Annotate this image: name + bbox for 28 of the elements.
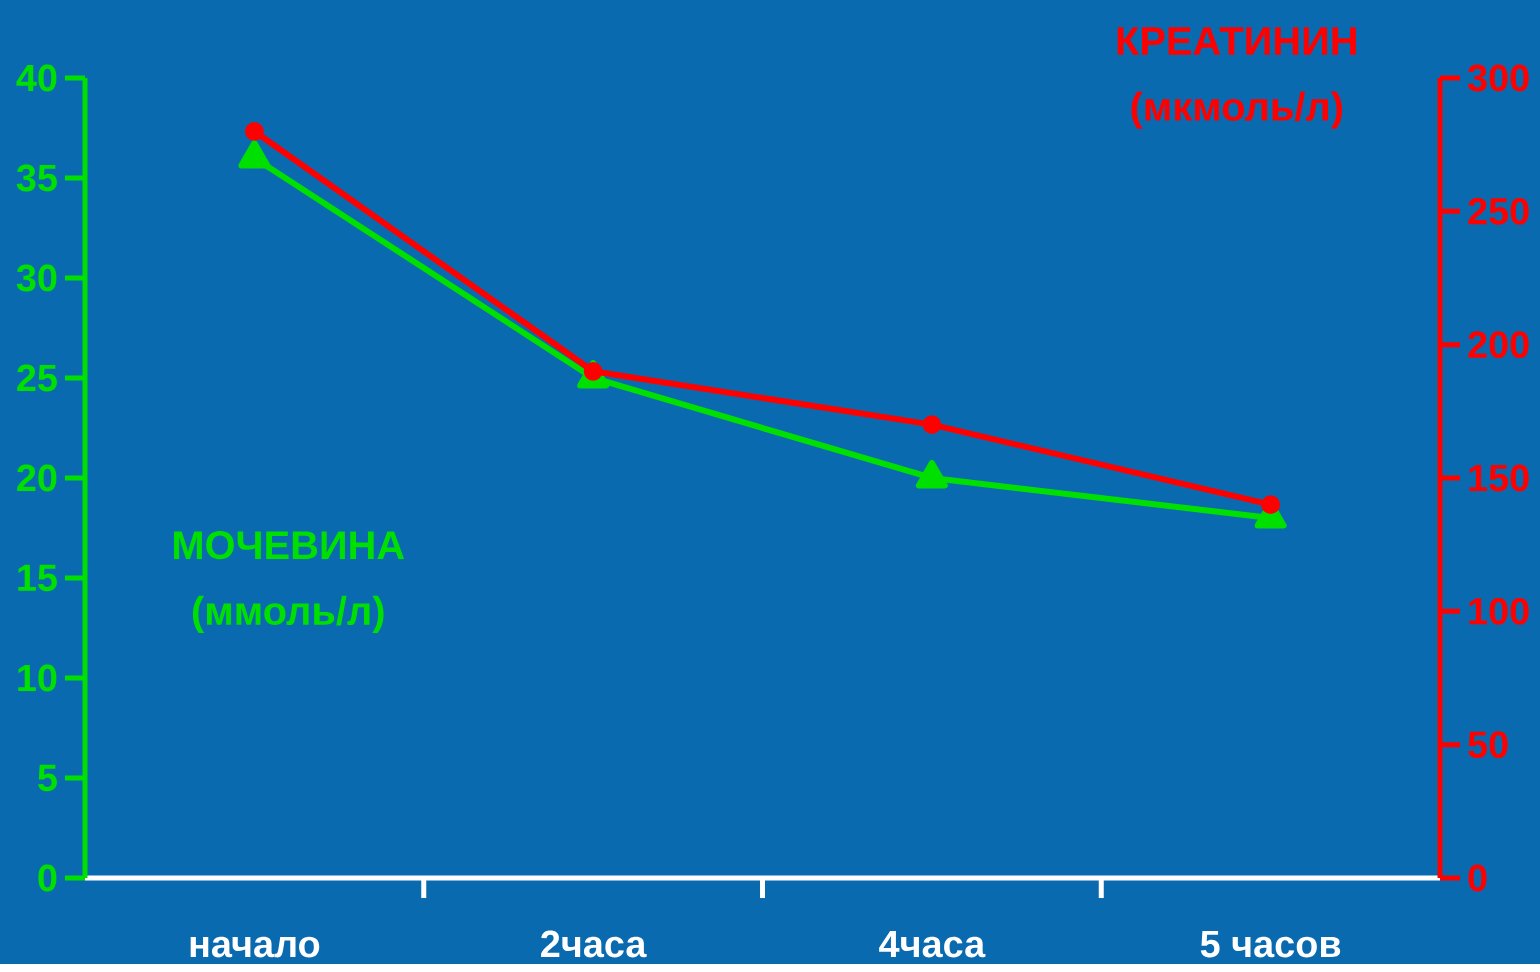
y2-tick-label: 300 xyxy=(1467,64,1529,92)
y-tick-label: 40 xyxy=(16,64,57,92)
y2-tick-label: 200 xyxy=(1468,331,1529,359)
y-tick-label: 0 xyxy=(38,864,57,892)
y-tick-label: 20 xyxy=(17,464,57,492)
x-tick-label: 2часа xyxy=(541,930,647,958)
y-tick-label: 35 xyxy=(16,164,57,192)
y2-tick-label: 150 xyxy=(1469,464,1529,492)
y-tick-label: 5 xyxy=(38,764,57,792)
x-tick-label: начало xyxy=(190,936,320,958)
y-tick-label: 10 xyxy=(18,664,57,692)
y2-axis-title: КРЕАТИНИН (мкмоль/л) xyxy=(1117,27,1356,129)
y2-tick-label: 100 xyxy=(1469,598,1529,625)
point xyxy=(583,362,603,381)
point xyxy=(238,140,271,169)
y-tick-label: 15 xyxy=(18,564,57,592)
point xyxy=(244,122,264,141)
y-tick-label: 25 xyxy=(17,364,57,392)
y2-tick-label: 50 xyxy=(1468,731,1508,759)
x-tick-label: 4часа xyxy=(879,931,986,958)
point xyxy=(922,415,942,435)
y-tick-label: 30 xyxy=(16,264,57,292)
y2-tick-label: 250 xyxy=(1468,198,1529,225)
point xyxy=(915,460,948,489)
x-tick-label: 5 часов xyxy=(1200,931,1341,958)
y2-tick-label: 0 xyxy=(1468,864,1487,892)
y-axis-title: МОЧЕВИНА (ммоль/л) xyxy=(174,531,405,634)
point xyxy=(1261,495,1281,515)
